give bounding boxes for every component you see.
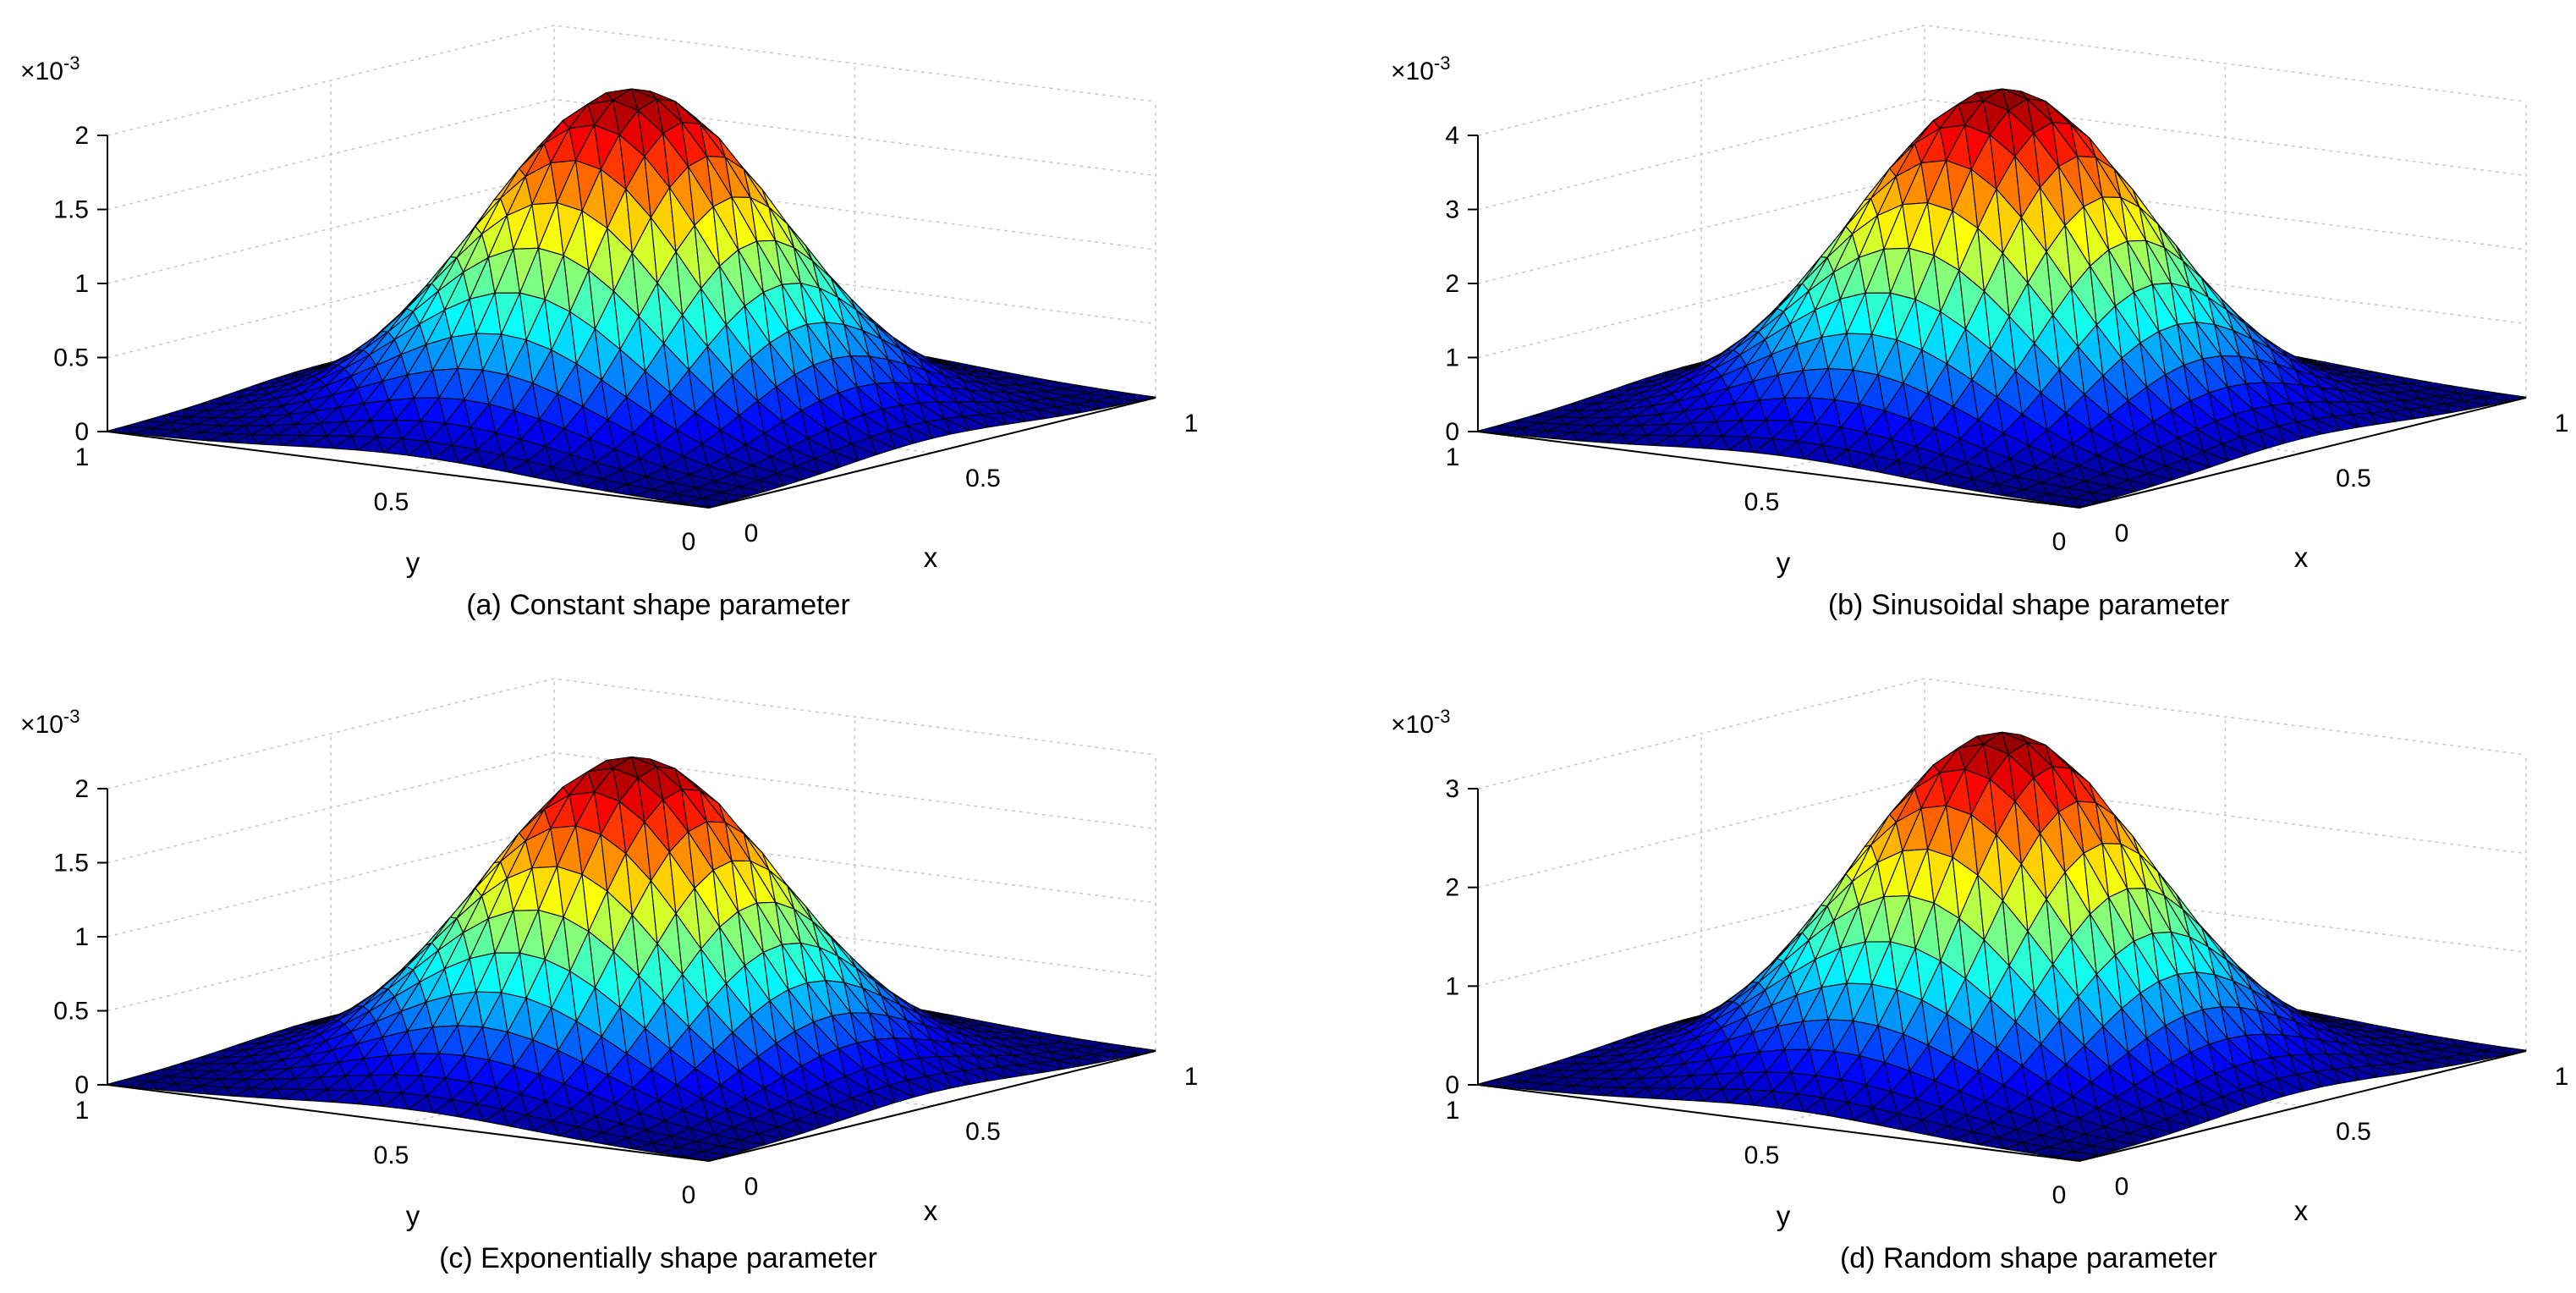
surface-facet <box>1092 400 1119 410</box>
surface-facet <box>906 425 933 444</box>
z-tick-label: 0 <box>74 418 89 446</box>
y-tick-label: 1 <box>75 443 90 471</box>
z-tick-label: 1 <box>74 270 89 298</box>
y-axis-label: y <box>406 1200 420 1231</box>
x-tick-label: 1 <box>2555 410 2569 437</box>
y-tick-label: 0 <box>2052 1181 2067 1209</box>
z-multiplier: ×10-3 <box>1391 706 1450 739</box>
z-multiplier: ×10-3 <box>1391 52 1450 85</box>
z-tick-label: 0 <box>1445 418 1459 446</box>
surface-facet <box>1111 397 1138 406</box>
surface-facet <box>962 415 989 432</box>
z-tick-label: 1 <box>1445 972 1459 1000</box>
x-tick-label: 0 <box>744 520 759 547</box>
z-tick-label: 1.5 <box>53 850 89 878</box>
x-axis-label: x <box>924 542 938 573</box>
z-tick-label: 0 <box>74 1071 89 1099</box>
surface-facet <box>887 430 915 449</box>
z-tick-label: 0.5 <box>53 998 89 1026</box>
z-multiplier: ×10-3 <box>20 706 80 739</box>
surface-facet <box>999 412 1026 425</box>
y-tick-label: 0 <box>682 528 696 556</box>
x-tick-label: 0 <box>744 1173 759 1201</box>
x-tick-label: 1 <box>2555 1063 2569 1091</box>
surface-facet <box>980 414 1008 428</box>
z-tick-label: 4 <box>1445 122 1459 150</box>
surface-facet <box>739 486 766 498</box>
surface-facet <box>1074 404 1101 413</box>
z-tick-label: 2 <box>74 122 89 150</box>
x-tick-label: 0.5 <box>965 1118 1001 1146</box>
y-axis-label: y <box>1777 547 1791 578</box>
y-tick-label: 1 <box>1446 443 1460 471</box>
z-tick-label: 2 <box>1445 874 1459 902</box>
surface-mesh <box>1477 731 2527 1161</box>
z-tick-label: 1 <box>74 923 89 951</box>
surface-panel-1: 0 0.5 1 1.5 2 ×10-3 1 0.5 0 0 0.5 1 y x (a) Constant s… <box>20 25 1198 621</box>
surface-facet <box>776 472 803 487</box>
base-edges <box>107 397 1156 509</box>
panel-caption: (c) Exponentially shape parameter <box>439 1242 877 1274</box>
x-tick-label: 1 <box>1184 410 1199 437</box>
surface-facet <box>813 458 840 475</box>
y-tick-label: 0 <box>682 1181 696 1209</box>
y-tick-label: 1 <box>75 1097 90 1125</box>
surface-facet <box>1036 409 1063 420</box>
surface-panel-3: 0 0.5 1 1.5 2 ×10-3 1 0.5 0 0 0.5 1 y x (c) Exponentia… <box>20 678 1199 1274</box>
x-tick-label: 0.5 <box>2336 465 2371 492</box>
surface-mesh <box>1477 88 2527 508</box>
panel-caption: (a) Constant shape parameter <box>466 589 850 621</box>
y-tick-label: 0.5 <box>374 1142 409 1169</box>
y-tick-label: 0.5 <box>1744 488 1780 516</box>
y-tick-label: 0.5 <box>1744 1142 1780 1169</box>
panel-caption: (b) Sinusoidal shape parameter <box>1828 589 2229 621</box>
z-tick-label: 1 <box>1445 344 1459 372</box>
z-tick-label: 0 <box>1445 1071 1459 1099</box>
x-tick-label: 0 <box>2115 520 2129 547</box>
z-tick-label: 0.5 <box>53 344 89 372</box>
x-tick-label: 0.5 <box>965 465 1001 492</box>
y-tick-label: 1 <box>1446 1097 1460 1125</box>
surface-facet <box>869 436 896 455</box>
y-axis-label: y <box>406 547 420 578</box>
surface-facet <box>850 443 877 462</box>
z-tick-label: 1.5 <box>53 196 89 224</box>
z-tick-label: 3 <box>1445 775 1459 803</box>
x-axis-label: x <box>924 1195 938 1226</box>
x-tick-label: 0.5 <box>2336 1118 2371 1146</box>
surface-facet <box>794 465 821 481</box>
surface-facet <box>757 480 784 492</box>
z-tick-label: 2 <box>1445 270 1459 298</box>
y-tick-label: 0.5 <box>374 488 409 516</box>
z-tick-label: 3 <box>1445 196 1459 224</box>
surface-facet <box>832 450 859 468</box>
surface-facet <box>925 421 952 439</box>
z-tick-label: 2 <box>74 775 89 803</box>
surface-facet <box>943 418 970 435</box>
panel-caption: (d) Random shape parameter <box>1840 1242 2217 1274</box>
surface-facet <box>720 492 747 503</box>
surface-facet <box>1055 406 1082 416</box>
y-tick-label: 0 <box>2052 528 2067 556</box>
x-axis-label: x <box>2294 542 2309 573</box>
y-axis-label: y <box>1777 1200 1791 1231</box>
surface-mesh <box>107 88 1156 508</box>
surface-mesh <box>107 756 1156 1161</box>
surface-facet <box>1018 410 1045 422</box>
x-tick-label: 1 <box>1184 1063 1199 1091</box>
x-tick-label: 0 <box>2115 1173 2129 1201</box>
x-axis-label: x <box>2294 1195 2309 1226</box>
z-multiplier: ×10-3 <box>20 52 80 85</box>
